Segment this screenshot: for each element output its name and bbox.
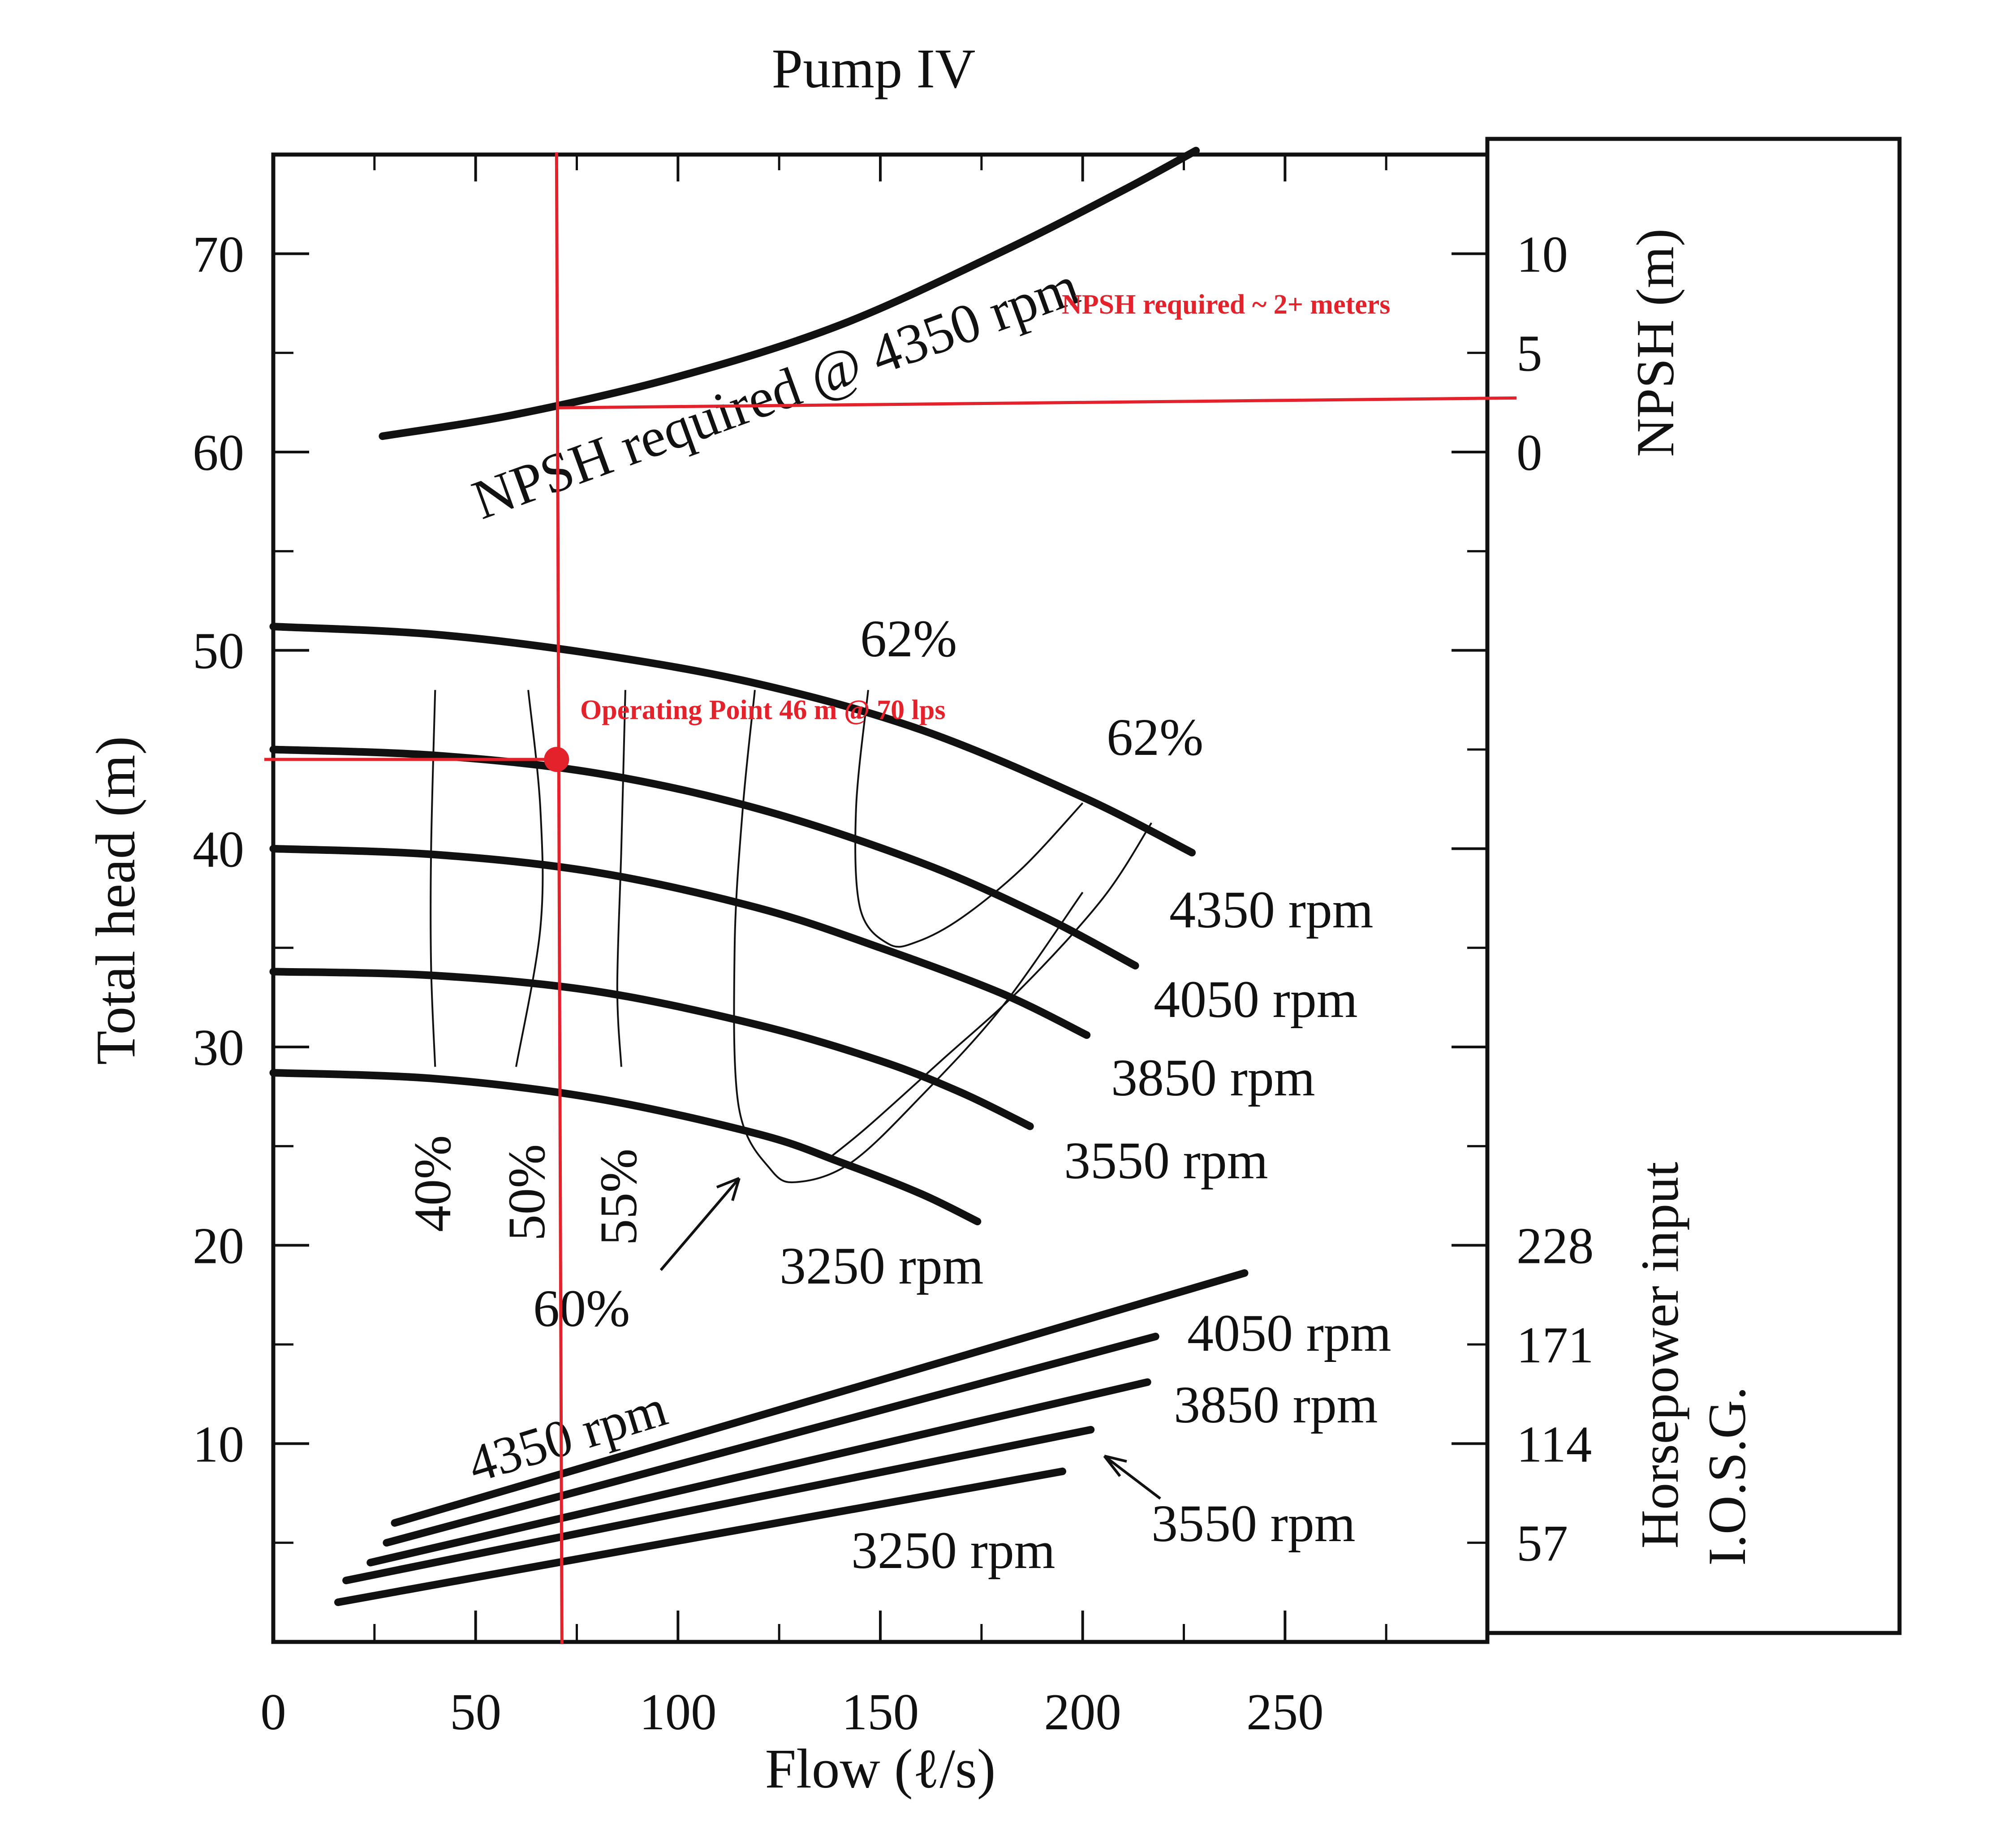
- horsepower-curve: [391, 1269, 1249, 1527]
- efficiency-contour: [733, 689, 1084, 1184]
- head-label-3850: 3850 rpm: [1111, 1048, 1315, 1107]
- red-annotations: [264, 152, 1517, 1645]
- y-tick-label: 30: [193, 1019, 244, 1076]
- chart-title: Pump IV: [772, 38, 976, 100]
- eff-label-60: 60%: [533, 1279, 630, 1338]
- efficiency-60-pointer-arrow: [659, 1177, 741, 1271]
- hp-3550-pointer-arrow: [1103, 1455, 1161, 1500]
- efficiency-contour: [515, 689, 544, 1067]
- hp-label-3250: 3250 rpm: [851, 1521, 1055, 1580]
- npsh-curve: [379, 146, 1200, 440]
- head-label-3550: 3550 rpm: [1064, 1131, 1268, 1190]
- hp-tick-label: 57: [1516, 1515, 1568, 1572]
- npsh-note-label: NPSH required ~ 2+ meters: [1062, 289, 1390, 320]
- y-tick-label: 40: [193, 821, 244, 878]
- head-curve: [269, 745, 1139, 970]
- hp-tick-label: 171: [1516, 1317, 1594, 1374]
- y-tick-label: 60: [193, 424, 244, 481]
- head-curve: [269, 1069, 982, 1226]
- flow-guide-line: [555, 152, 564, 1645]
- horsepower-curve: [342, 1426, 1095, 1585]
- hp-label-4050: 4050 rpm: [1187, 1304, 1391, 1362]
- hp-axis-sublabel: I.O.S.G.: [1697, 1387, 1757, 1566]
- head-curve: [269, 623, 1196, 857]
- head-curve: [269, 968, 1034, 1130]
- eff-label-62b: 62%: [1107, 708, 1203, 767]
- hp-label-3850: 3850 rpm: [1174, 1375, 1378, 1434]
- npsh-tick-label: 5: [1516, 325, 1542, 382]
- x-tick-label: 50: [450, 1684, 501, 1740]
- y-tick-label: 10: [193, 1416, 244, 1473]
- y-tick-label: 50: [193, 623, 244, 680]
- head-curves: [269, 623, 1196, 1226]
- hp-tick-label: 228: [1516, 1218, 1594, 1275]
- x-tick-label: 100: [639, 1684, 717, 1740]
- efficiency-contours: [430, 689, 1152, 1184]
- x-tick-label: 200: [1044, 1684, 1121, 1740]
- efficiency-contour: [430, 690, 436, 1067]
- npsh-guide-line: [556, 396, 1517, 409]
- head-label-4350: 4350 rpm: [1169, 880, 1374, 939]
- y-tick-label: 20: [193, 1218, 244, 1275]
- x-tick-label: 250: [1246, 1684, 1324, 1740]
- npsh-tick-label: 0: [1516, 424, 1542, 481]
- horsepower-curve: [366, 1378, 1151, 1567]
- horsepower-curves: [334, 1269, 1249, 1606]
- eff-label-55: 55%: [589, 1149, 648, 1245]
- npsh-required-curve: [379, 146, 1200, 440]
- hp-label-3550: 3550 rpm: [1151, 1494, 1356, 1553]
- hp-tick-label: 114: [1516, 1416, 1592, 1473]
- x-tick-label: 150: [842, 1684, 919, 1740]
- side-frame: [1485, 137, 1902, 1635]
- operating-point-marker: [544, 747, 569, 772]
- x-tick-label: 0: [260, 1684, 286, 1740]
- npsh-axis-label: NPSH (m): [1625, 228, 1685, 457]
- eff-label-62a: 62%: [860, 609, 957, 668]
- eff-label-50: 50%: [497, 1144, 556, 1241]
- hp-axis-label: Horsepower input: [1630, 1162, 1689, 1548]
- eff-label-40: 40%: [403, 1135, 462, 1232]
- hp-curve-labels: 4350 rpm 4050 rpm 3850 rpm 3550 rpm 3250…: [461, 1304, 1391, 1580]
- x-axis-label: Flow (ℓ/s): [765, 1738, 996, 1800]
- npsh-tick-label: 10: [1516, 226, 1568, 283]
- efficiency-contour: [854, 689, 1084, 948]
- y-tick-label: 70: [193, 226, 244, 283]
- y-axis-label: Total head (m): [85, 736, 147, 1065]
- head-curve: [269, 844, 1091, 1039]
- head-curve-labels: 4350 rpm 4050 rpm 3850 rpm 3550 rpm 3250…: [780, 880, 1374, 1295]
- head-label-3250: 3250 rpm: [780, 1236, 984, 1295]
- efficiency-labels: 40% 50% 55% 60% 62% 62%: [403, 609, 1203, 1338]
- horsepower-curve: [334, 1467, 1066, 1606]
- operating-point-label: Operating Point 46 m @ 70 lps: [580, 695, 945, 725]
- head-label-4050: 4050 rpm: [1154, 970, 1358, 1029]
- efficiency-contour: [831, 822, 1152, 1157]
- horsepower-curve: [383, 1332, 1159, 1547]
- efficiency-contour: [616, 690, 626, 1067]
